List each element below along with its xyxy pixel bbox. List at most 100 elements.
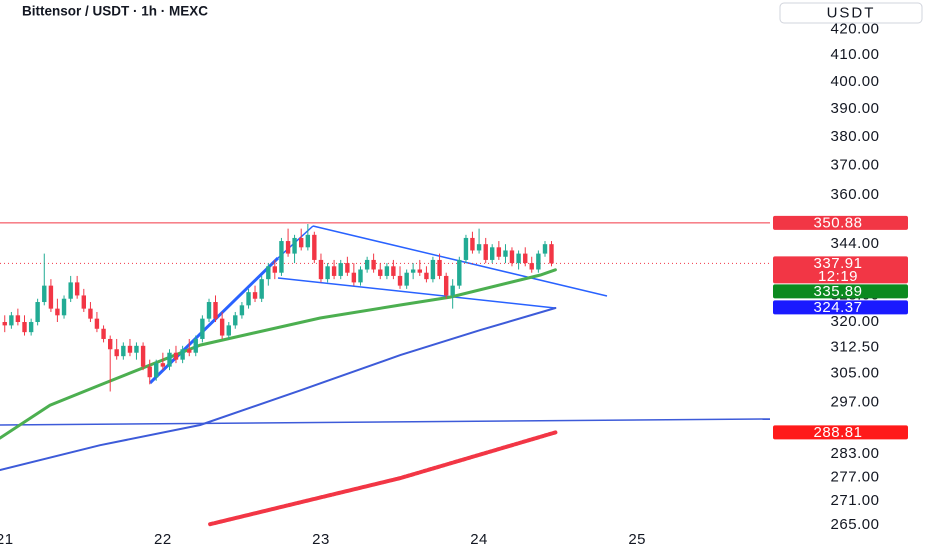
x-tick-label: 23 [312, 531, 330, 548]
candle-body [48, 285, 54, 309]
candle-body [496, 247, 502, 257]
candle-body [503, 250, 508, 257]
candle-body [305, 234, 311, 248]
candle-body [397, 275, 403, 286]
candle-body [94, 318, 100, 329]
trend-line [0, 418, 771, 426]
candle-body [318, 259, 324, 280]
price-label: 335.89 [814, 283, 863, 300]
candle-body [167, 352, 172, 367]
candle-body [450, 285, 455, 296]
candle-body [233, 315, 238, 326]
price-label: 337.91 [814, 255, 863, 272]
price-label-box [773, 284, 908, 299]
candle-body [246, 292, 251, 306]
price-label-box [773, 300, 908, 315]
candle-body [147, 366, 152, 378]
y-tick-label: 420.00 [831, 20, 880, 37]
candle-body [536, 253, 541, 270]
plot [0, 222, 770, 527]
price-label: 350.88 [814, 214, 863, 231]
candle-body [384, 266, 390, 276]
candle-body [140, 345, 146, 367]
candle-body [239, 305, 245, 316]
y-tick-label: 380.00 [831, 128, 880, 145]
x-tick-label: 21 [0, 531, 14, 548]
candle-body [259, 279, 264, 299]
y-tick-label: 400.00 [831, 73, 880, 90]
candle-body [121, 345, 126, 357]
candle-body [338, 263, 343, 276]
candle-body [42, 285, 47, 303]
candle-body [193, 338, 198, 353]
candle-body [81, 295, 86, 309]
candle-body [542, 244, 548, 254]
candle-body [61, 298, 67, 316]
candle-body [417, 269, 422, 273]
candle-body [345, 263, 350, 273]
candle-body [252, 292, 258, 299]
candle-body [378, 269, 383, 276]
candle-body [74, 282, 80, 296]
candle-body [424, 272, 429, 280]
y-tick-label: 390.00 [831, 100, 880, 117]
y-tick-label: 265.00 [831, 516, 880, 533]
candle-body [358, 269, 363, 283]
y-tick-label: 410.00 [831, 46, 880, 63]
candle-body [299, 237, 304, 248]
candle-body [509, 250, 515, 264]
moving-average [208, 430, 558, 527]
candle-body [457, 259, 462, 286]
candle-body [279, 241, 284, 273]
quote-button[interactable] [779, 2, 923, 24]
candle-body [476, 244, 482, 251]
candle-body [187, 349, 192, 353]
candle-body [463, 237, 469, 260]
x-tick-label: 24 [470, 531, 488, 548]
candle-body [266, 266, 271, 280]
candle-body [285, 241, 291, 254]
quote-button-label[interactable]: USDT [827, 4, 876, 21]
price-label-box [773, 215, 908, 230]
countdown-label: 12:19 [818, 268, 858, 285]
candle-body [2, 322, 7, 326]
candle-body [114, 349, 119, 357]
y-tick-label: 360.00 [831, 186, 880, 203]
candle-body [516, 253, 521, 264]
candle-body [549, 244, 554, 264]
candle-body [108, 338, 113, 350]
candle-body [15, 315, 21, 323]
x-tick-label: 25 [628, 531, 646, 548]
candle-body [28, 322, 34, 333]
candle-body [312, 234, 317, 260]
candle-body [101, 328, 106, 339]
candle-body [160, 363, 166, 367]
y-tick-label: 370.00 [831, 157, 880, 174]
y-tick-label: 320.00 [831, 313, 880, 330]
candle-body [22, 322, 27, 333]
candle-body [173, 352, 179, 360]
moving-average [0, 307, 557, 471]
trend-line [277, 277, 556, 309]
y-tick-label: 297.00 [831, 393, 880, 410]
candle-body [331, 266, 337, 276]
y-tick-label: 271.00 [831, 492, 880, 509]
moving-average [0, 268, 557, 440]
candle-body [206, 302, 212, 319]
chart-title: Bittensor / USDT · 1h · MEXC [22, 4, 208, 19]
candle-body [437, 259, 442, 276]
candle-body [200, 318, 205, 339]
candle-body [391, 266, 396, 276]
price-label-box [773, 256, 908, 284]
candle-body [371, 259, 376, 270]
candle-body [226, 325, 231, 336]
candle-body [35, 302, 40, 323]
candle-body [483, 244, 488, 260]
candle-body [127, 345, 133, 353]
y-tick-label: 312.50 [831, 339, 880, 356]
candle-body [364, 259, 370, 270]
candle-body [55, 308, 60, 316]
candle-body [523, 253, 528, 264]
candle-body [430, 259, 436, 280]
candle-body [351, 272, 357, 283]
